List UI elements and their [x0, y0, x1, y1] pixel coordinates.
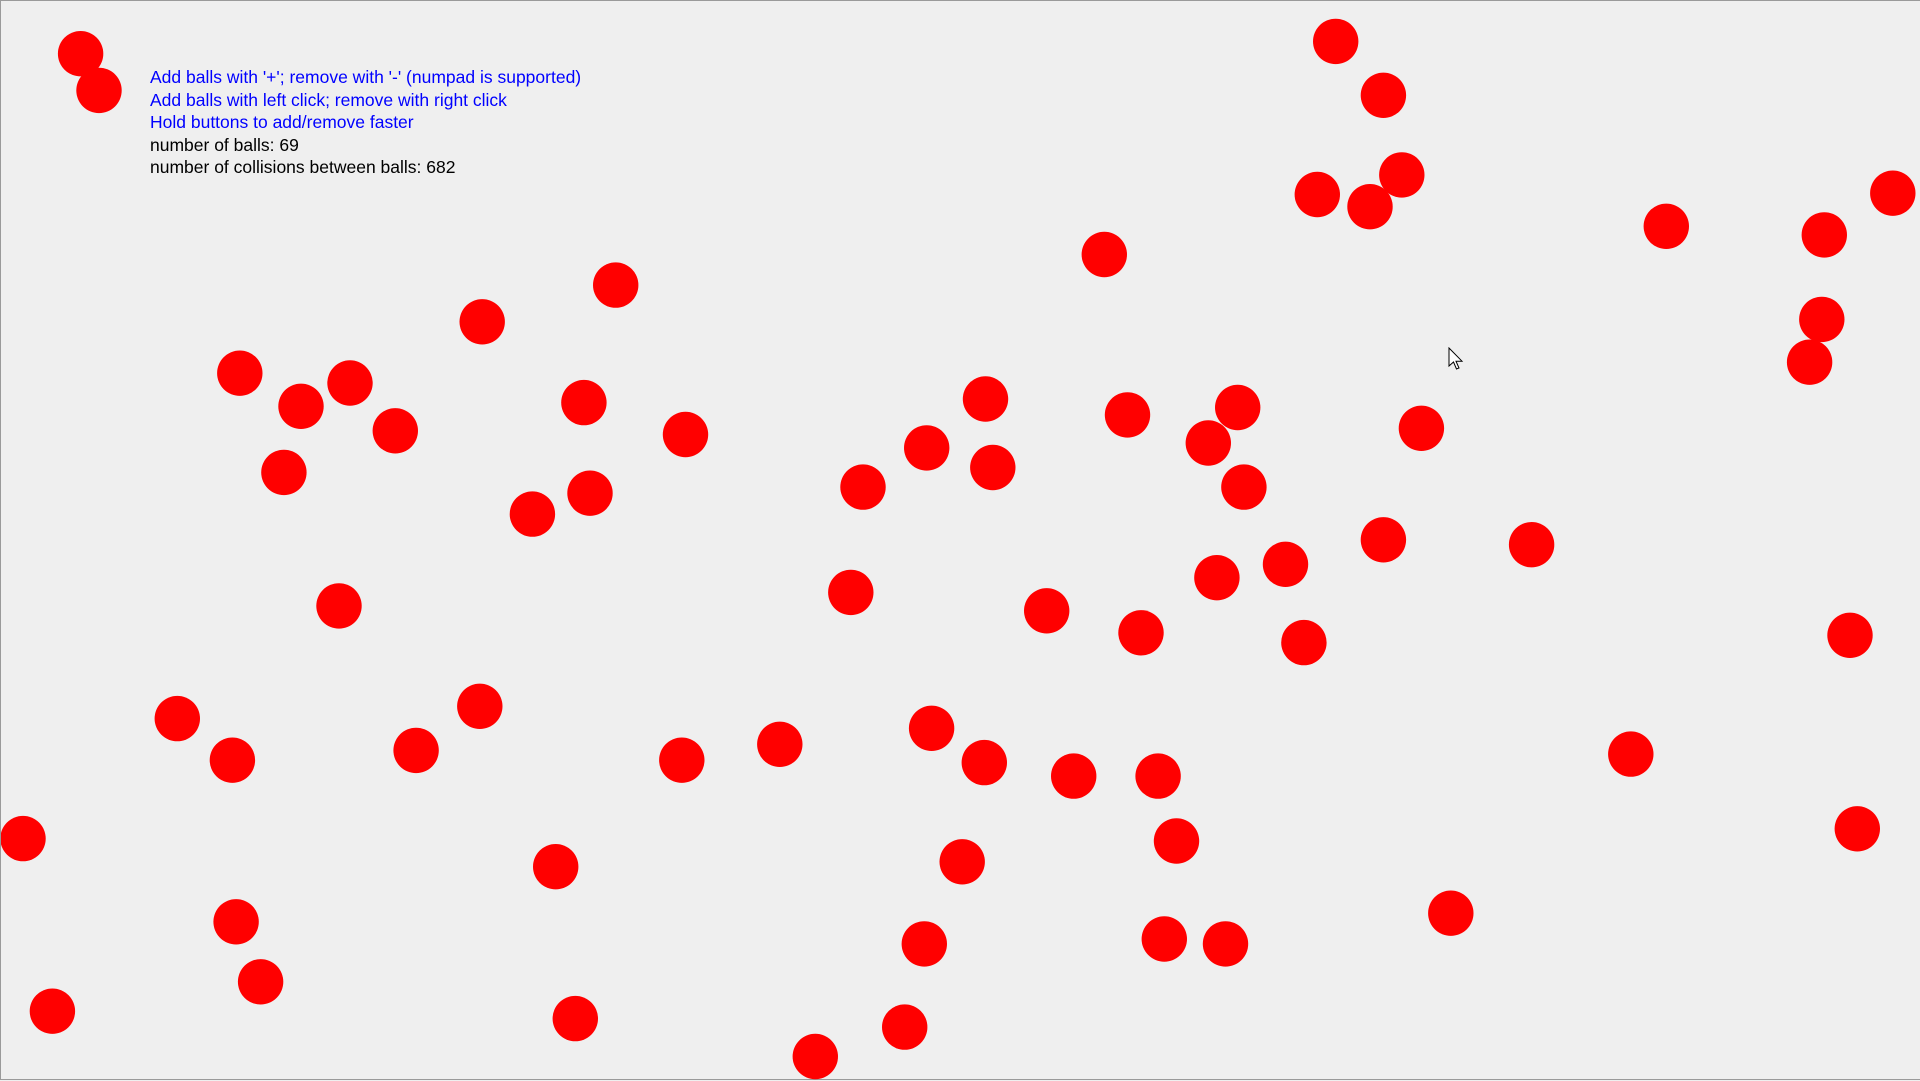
- ball[interactable]: [908, 705, 955, 751]
- ball[interactable]: [1827, 612, 1873, 658]
- ball[interactable]: [154, 695, 200, 742]
- ball[interactable]: [237, 959, 284, 1005]
- ball[interactable]: [1281, 619, 1327, 666]
- ball[interactable]: [901, 921, 947, 967]
- ball[interactable]: [1221, 464, 1267, 510]
- ball[interactable]: [1, 815, 46, 862]
- ball[interactable]: [1643, 203, 1690, 249]
- ball[interactable]: [316, 583, 362, 629]
- ball[interactable]: [1508, 522, 1555, 568]
- ball[interactable]: [213, 899, 259, 945]
- collision-count-label: number of collisions between balls:: [150, 157, 422, 177]
- ball[interactable]: [970, 444, 1016, 491]
- ball[interactable]: [1202, 921, 1249, 967]
- ball[interactable]: [1153, 818, 1200, 864]
- ball[interactable]: [1360, 72, 1407, 119]
- ball-count-label: number of balls:: [150, 134, 275, 155]
- ball[interactable]: [1834, 806, 1881, 852]
- ball[interactable]: [828, 569, 874, 616]
- ball[interactable]: [1360, 517, 1407, 563]
- ball[interactable]: [659, 737, 705, 783]
- ball[interactable]: [1799, 296, 1845, 343]
- ball[interactable]: [662, 411, 709, 458]
- ball[interactable]: [593, 262, 639, 308]
- ball[interactable]: [1379, 152, 1425, 198]
- ball-count-stat: number of balls: 69: [150, 134, 581, 157]
- ball[interactable]: [29, 988, 76, 1034]
- ball[interactable]: [567, 470, 613, 516]
- ball[interactable]: [1118, 610, 1164, 656]
- ball[interactable]: [1428, 890, 1474, 936]
- ball[interactable]: [209, 737, 256, 783]
- mouse-pointer-icon: [1448, 347, 1464, 370]
- ball[interactable]: [76, 67, 122, 114]
- ball[interactable]: [939, 839, 985, 885]
- ball[interactable]: [1023, 588, 1070, 634]
- ball[interactable]: [1051, 753, 1097, 799]
- ball[interactable]: [904, 425, 950, 471]
- ball[interactable]: [961, 739, 1007, 786]
- ball[interactable]: [757, 721, 803, 767]
- collision-count-stat: number of collisions between balls: 682: [150, 156, 581, 179]
- ball[interactable]: [533, 844, 579, 890]
- ball[interactable]: [1347, 184, 1393, 230]
- collision-count-value: 682: [426, 157, 456, 177]
- instruction-hold: Hold buttons to add/remove faster: [150, 112, 414, 132]
- ball[interactable]: [561, 379, 607, 426]
- ball[interactable]: [552, 995, 598, 1042]
- hud-panel: Add balls with '+'; remove with '-' (num…: [150, 66, 581, 179]
- ball[interactable]: [1398, 405, 1445, 451]
- instruction-keyboard: Add balls with '+'; remove with '-' (num…: [150, 67, 582, 87]
- ball[interactable]: [1135, 753, 1181, 799]
- ball[interactable]: [459, 299, 505, 345]
- ball[interactable]: [1185, 420, 1232, 466]
- ball-count-value: 69: [279, 134, 299, 155]
- ball[interactable]: [1870, 170, 1916, 216]
- ball[interactable]: [1786, 339, 1833, 385]
- ball[interactable]: [1215, 384, 1261, 431]
- ball[interactable]: [1313, 18, 1359, 65]
- ball[interactable]: [372, 408, 418, 454]
- ball[interactable]: [327, 360, 373, 406]
- ball[interactable]: [393, 727, 439, 774]
- ball[interactable]: [1194, 555, 1240, 601]
- ball[interactable]: [1141, 916, 1188, 962]
- ball[interactable]: [1262, 541, 1309, 587]
- ball[interactable]: [1104, 392, 1151, 438]
- ball[interactable]: [1608, 731, 1654, 777]
- ball[interactable]: [792, 1033, 838, 1080]
- ball[interactable]: [962, 376, 1009, 422]
- ball[interactable]: [1294, 171, 1341, 218]
- ball[interactable]: [217, 350, 263, 396]
- ball[interactable]: [57, 31, 104, 77]
- ball[interactable]: [1081, 231, 1128, 278]
- instruction-mouse: Add balls with left click; remove with r…: [150, 89, 507, 110]
- ball[interactable]: [261, 449, 307, 496]
- ball[interactable]: [882, 1004, 928, 1050]
- ball[interactable]: [278, 383, 324, 429]
- ball[interactable]: [509, 491, 556, 537]
- ball[interactable]: [1801, 212, 1848, 258]
- ball[interactable]: [457, 683, 503, 729]
- ball[interactable]: [840, 464, 886, 510]
